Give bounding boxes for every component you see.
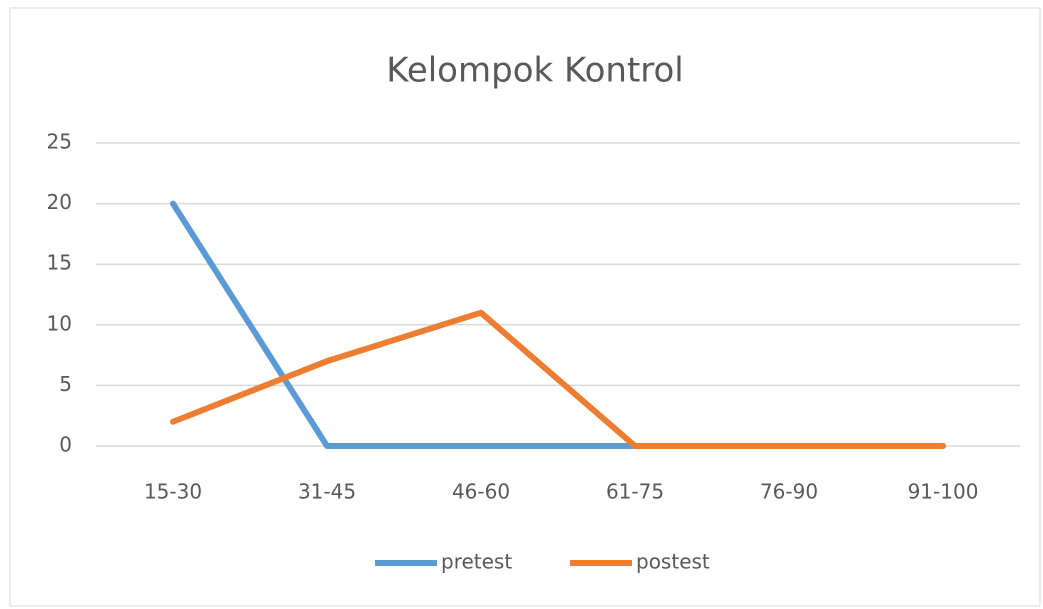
- series-line: [170, 309, 946, 449]
- y-tick-label: 0: [59, 433, 72, 457]
- x-tick-label: 61-75: [606, 480, 664, 504]
- y-tick-label: 10: [47, 311, 72, 335]
- chart-title: Kelompok Kontrol: [386, 51, 684, 91]
- legend-label: pretest: [441, 550, 512, 574]
- y-tick-label: 15: [47, 251, 72, 275]
- y-tick-label: 5: [59, 372, 72, 396]
- x-tick-label: 91-100: [908, 480, 979, 504]
- x-tick-label: 31-45: [298, 480, 356, 504]
- x-tick-label: 76-90: [760, 480, 818, 504]
- legend-label: postest: [636, 550, 710, 574]
- y-tick-label: 25: [47, 130, 72, 154]
- x-tick-label: 15-30: [144, 480, 202, 504]
- x-tick-label: 46-60: [452, 480, 510, 504]
- chart-border: [9, 7, 1041, 607]
- y-tick-label: 20: [47, 190, 72, 214]
